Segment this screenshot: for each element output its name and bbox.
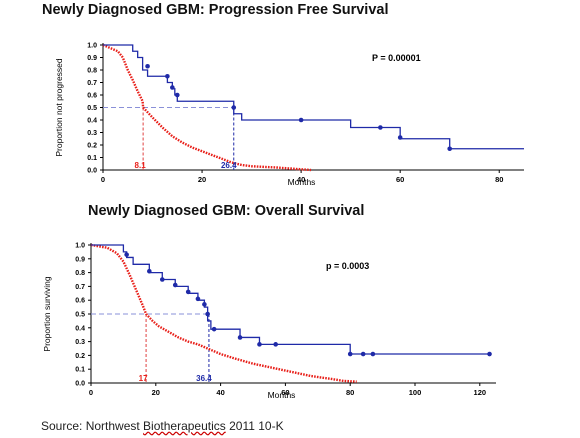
os-x-tick-label: 60 — [281, 388, 289, 397]
pfs-median-treated-label: 26.4 — [221, 161, 237, 170]
os-y-tick-label: 0.1 — [75, 367, 85, 374]
pfs-x-tick-label: 20 — [198, 175, 206, 184]
os-x-axis-label: Months — [268, 390, 296, 400]
pfs-x-tick-label: 40 — [297, 175, 305, 184]
pfs-treated-censor-mark — [145, 63, 150, 69]
pfs-treated-censor-mark — [170, 85, 175, 90]
os-x-tick-label: 20 — [152, 388, 160, 397]
os-y-tick-label: 0.6 — [75, 298, 85, 305]
pfs-treated-censor-mark — [447, 146, 453, 152]
os-treated-censor-mark — [202, 302, 207, 307]
os-treated-censor-mark — [273, 342, 278, 347]
os-median-control-label: 17 — [139, 374, 148, 383]
os-p-value: p = 0.0003 — [326, 261, 369, 271]
os-x-tick-label: 100 — [409, 388, 422, 397]
pfs-y-tick-label: 0.4 — [87, 118, 97, 125]
os-treated-censor-mark — [147, 268, 152, 274]
os-y-tick-label: 0.0 — [75, 381, 85, 388]
os-y-axis-label: Proportion surviving — [42, 276, 52, 351]
pfs-y-tick-label: 0.9 — [87, 55, 97, 62]
pfs-treated-censor-mark — [397, 135, 403, 140]
os-y-tick-label: 0.2 — [75, 353, 85, 360]
os-treated-censor-mark — [347, 351, 353, 357]
pfs-control-curve — [102, 43, 312, 172]
pfs-x-tick-label: 0 — [101, 175, 105, 184]
pfs-y-tick-label: 0.3 — [87, 130, 97, 137]
os-control-curve — [90, 243, 357, 383]
pfs-y-tick-label: 0.5 — [87, 105, 97, 112]
os-x-tick-label: 40 — [216, 388, 224, 397]
chart-title-os: Newly Diagnosed GBM: Overall Survival — [88, 203, 365, 219]
os-treated-censor-mark — [360, 351, 366, 357]
os-treated-censor-mark — [237, 335, 243, 340]
source-company: Biotherapeutics — [143, 419, 226, 433]
pfs-treated-curve — [103, 44, 524, 150]
pfs-treated-censor-mark — [298, 117, 304, 123]
os-treated-censor-mark — [124, 252, 129, 257]
pfs-treated-censor-mark — [378, 125, 383, 130]
os-treated-censor-mark — [370, 351, 376, 357]
os-treated-censor-mark — [185, 289, 191, 295]
os-treated-censor-mark — [257, 342, 262, 347]
pfs-treated-censor-mark — [165, 73, 170, 79]
pfs-y-tick-label: 0.7 — [87, 80, 97, 87]
os-y-tick-label: 0.5 — [75, 312, 85, 319]
pfs-x-tick-label: 80 — [495, 175, 503, 184]
os-x-tick-label: 120 — [474, 388, 487, 397]
os-x-tick-label: 80 — [346, 388, 354, 397]
os-y-tick-label: 0.3 — [75, 339, 85, 346]
pfs-p-value: P = 0.00001 — [372, 53, 421, 63]
os-y-tick-label: 0.9 — [75, 256, 85, 263]
pfs-y-tick-label: 0.1 — [87, 155, 97, 162]
os-treated-curve — [91, 244, 490, 355]
pfs-treated-censor-mark — [231, 105, 237, 110]
os-treated-censor-mark — [195, 296, 201, 302]
chart-title-pfs: Newly Diagnosed GBM: Progression Free Su… — [42, 2, 389, 18]
pfs-x-tick-label: 60 — [396, 175, 404, 184]
pfs-y-tick-label: 0.8 — [87, 68, 97, 75]
os-median-treated-label: 36.4 — [196, 374, 212, 383]
os-treated-censor-mark — [487, 351, 492, 357]
os-y-tick-label: 0.8 — [75, 270, 85, 277]
source-prefix: Source: Northwest — [41, 419, 144, 433]
os-treated-censor-mark — [211, 326, 217, 332]
pfs-y-tick-label: 0.2 — [87, 143, 97, 150]
pfs-y-tick-label: 0.0 — [87, 168, 97, 175]
source-suffix: 2011 10-K — [225, 419, 284, 433]
pfs-median-control-label: 8.1 — [135, 161, 147, 170]
pfs-y-axis-label: Proportion not progressed — [54, 58, 64, 157]
os-y-tick-label: 1.0 — [75, 243, 85, 250]
os-x-tick-label: 0 — [89, 388, 93, 397]
pfs-x-axis-label: Months — [288, 177, 316, 187]
pfs-treated-censor-mark — [174, 92, 180, 98]
pfs-y-tick-label: 1.0 — [87, 43, 97, 50]
pfs-y-tick-label: 0.6 — [87, 93, 97, 100]
os-treated-censor-mark — [205, 311, 210, 317]
os-y-tick-label: 0.4 — [75, 325, 85, 332]
os-y-tick-label: 0.7 — [75, 284, 85, 291]
os-treated-censor-mark — [172, 282, 178, 288]
os-treated-censor-mark — [159, 277, 165, 282]
source-note: Source: Northwest Biotherapeutics 2011 1… — [41, 419, 284, 433]
